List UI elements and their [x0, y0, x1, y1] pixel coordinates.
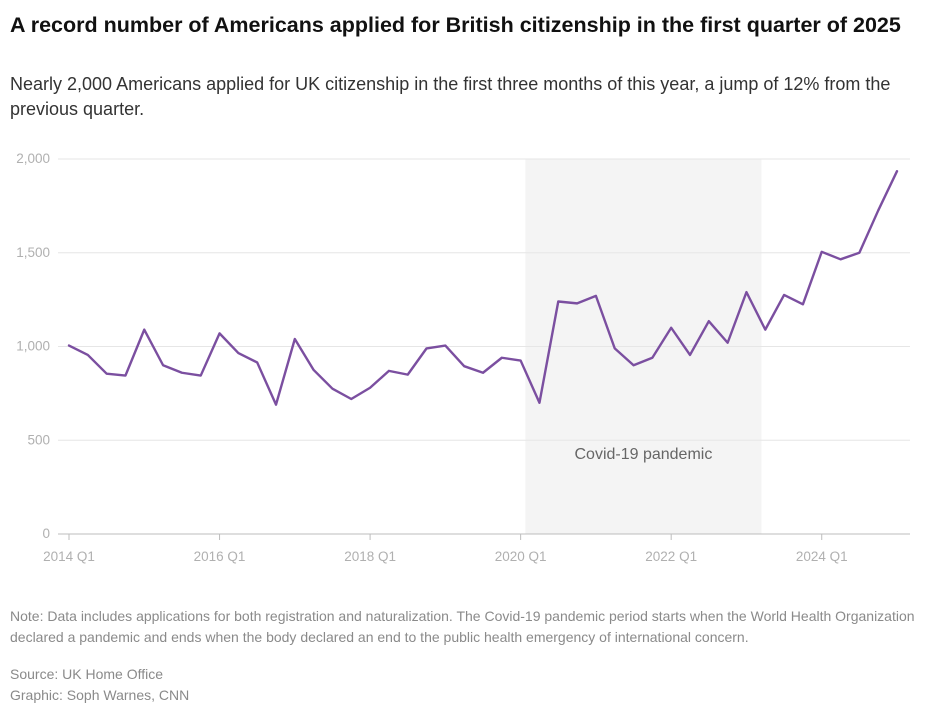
y-tick-label: 500: [27, 432, 50, 447]
x-tick-label: 2022 Q1: [645, 549, 697, 564]
data-point: [632, 363, 636, 367]
data-point: [707, 319, 711, 323]
data-point: [180, 371, 184, 375]
data-point: [199, 374, 203, 378]
data-point: [105, 372, 109, 376]
data-point: [443, 344, 447, 348]
data-point: [67, 344, 71, 348]
data-point: [613, 346, 617, 350]
data-point: [293, 337, 297, 341]
data-point: [481, 371, 485, 375]
data-point: [123, 374, 127, 378]
data-point: [387, 369, 391, 373]
data-point: [575, 301, 579, 305]
graphic-credit: Graphic: Soph Warnes, CNN: [10, 687, 190, 703]
data-point: [368, 386, 372, 390]
x-tick-label: 2014 Q1: [43, 549, 95, 564]
data-point: [330, 387, 334, 391]
chart-note: Note: Data includes applications for bot…: [10, 608, 915, 645]
y-tick-label: 2,000: [16, 151, 50, 166]
x-tick-label: 2024 Q1: [796, 549, 848, 564]
data-point: [274, 403, 278, 407]
y-tick-label: 1,500: [16, 245, 50, 260]
data-point: [406, 373, 410, 377]
y-tick-label: 1,000: [16, 339, 50, 354]
data-point: [218, 331, 222, 335]
data-point: [462, 364, 466, 368]
data-point: [763, 328, 767, 332]
data-point: [236, 351, 240, 355]
data-point: [650, 356, 654, 360]
y-tick-label: 0: [42, 526, 50, 541]
data-point: [857, 251, 861, 255]
data-point: [425, 346, 429, 350]
line-chart: 2014 Q1 2016 Q1 2018 Q1 2020 Q1 2022 Q1 2024 …: [16, 151, 910, 564]
chart-subtitle: Nearly 2,000 Americans applied for UK ci…: [10, 74, 891, 119]
data-point: [86, 353, 90, 357]
data-point: [895, 169, 899, 173]
data-point: [801, 302, 805, 306]
data-point: [726, 341, 730, 345]
data-point: [537, 401, 541, 405]
data-point: [312, 368, 316, 372]
data-point: [839, 257, 843, 261]
data-point: [519, 359, 523, 363]
data-point: [161, 363, 165, 367]
data-point: [744, 290, 748, 294]
data-point: [782, 293, 786, 297]
data-point: [255, 360, 259, 364]
data-point: [556, 300, 560, 304]
x-tick-label: 2020 Q1: [495, 549, 547, 564]
data-point: [349, 397, 353, 401]
data-point: [688, 353, 692, 357]
data-point: [594, 294, 598, 298]
x-tick-label: 2018 Q1: [344, 549, 396, 564]
data-point: [669, 326, 673, 330]
series-line: [67, 169, 899, 406]
chart-title: A record number of Americans applied for…: [10, 13, 901, 37]
data-point: [820, 250, 824, 254]
data-point: [142, 328, 146, 332]
data-point: [500, 356, 504, 360]
x-tick-label: 2016 Q1: [194, 549, 246, 564]
pandemic-annotation-label: Covid-19 pandemic: [574, 446, 712, 463]
data-point: [876, 209, 880, 213]
source-credit: Source: UK Home Office: [10, 666, 164, 682]
